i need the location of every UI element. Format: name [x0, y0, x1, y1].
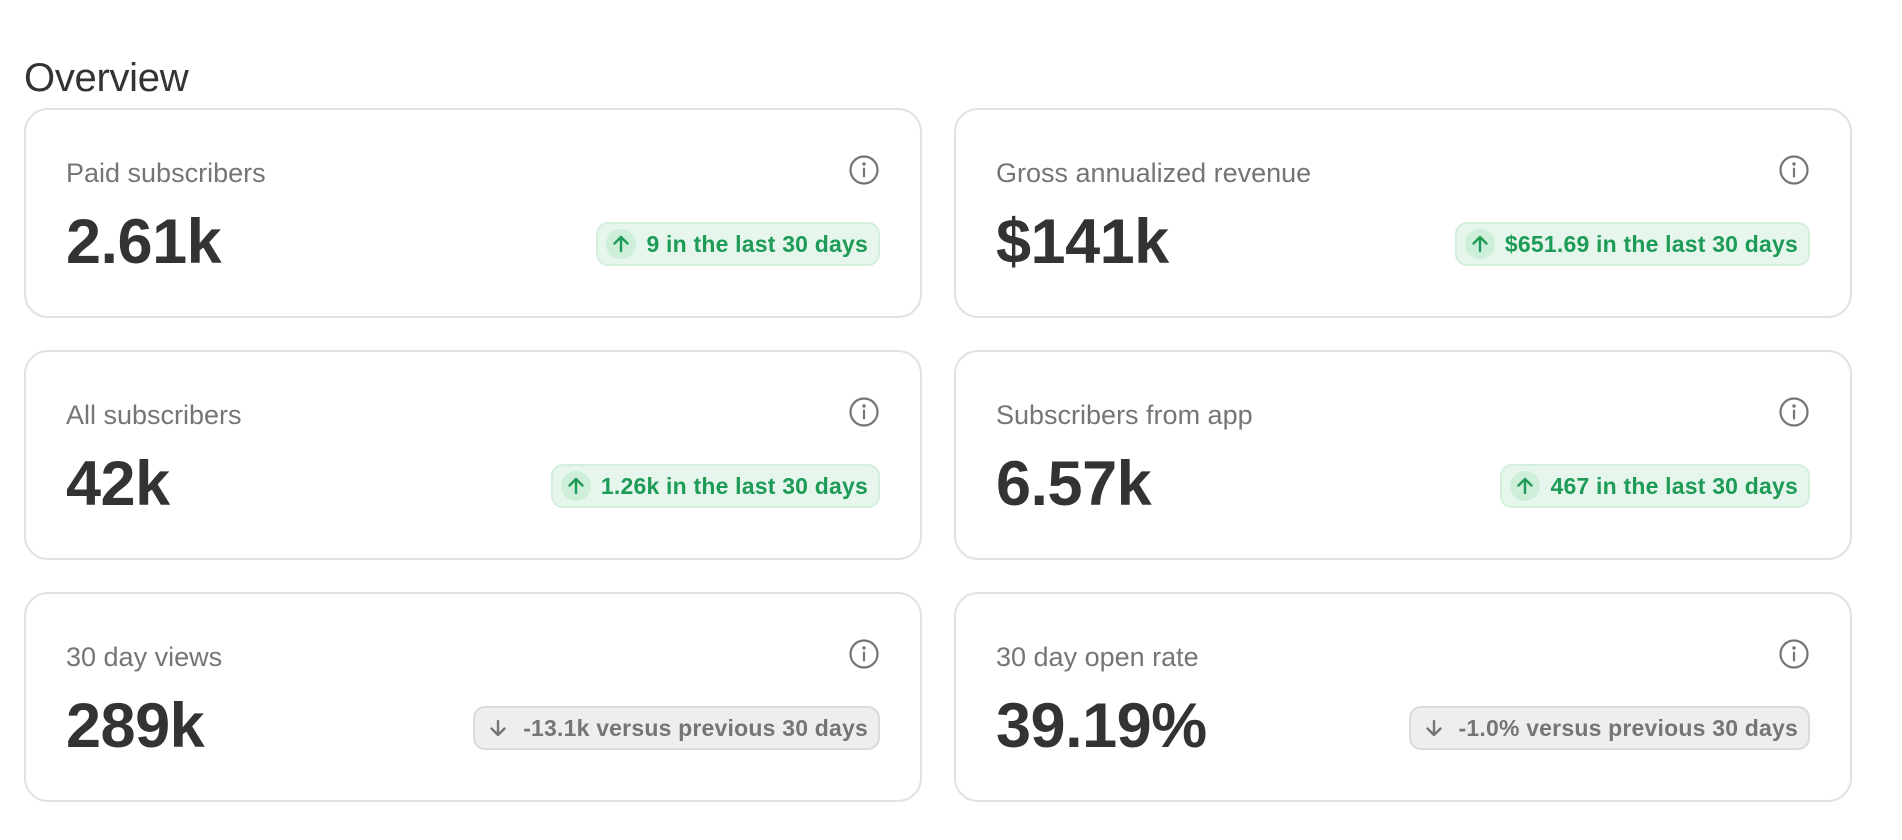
- info-icon[interactable]: [1778, 154, 1810, 186]
- page-title: Overview: [24, 55, 189, 100]
- info-icon[interactable]: [848, 154, 880, 186]
- metric-card-subscribers-from-app: Subscribers from app 6.57k 467 in the la…: [954, 350, 1852, 560]
- arrow-up-icon: [606, 229, 637, 259]
- trend-badge: -13.1k versus previous 30 days: [473, 706, 880, 750]
- metric-card-30-day-open-rate: 30 day open rate 39.19% -1.0% versus pre…: [954, 592, 1852, 802]
- trend-badge: -1.0% versus previous 30 days: [1408, 706, 1810, 750]
- metric-label: Subscribers from app: [996, 400, 1253, 430]
- metric-value: 39.19%: [996, 691, 1207, 761]
- trend-badge: 1.26k in the last 30 days: [550, 464, 880, 508]
- info-icon[interactable]: [848, 396, 880, 428]
- metric-value: 2.61k: [66, 207, 222, 277]
- info-icon[interactable]: [848, 638, 880, 670]
- metric-label: All subscribers: [66, 400, 242, 430]
- metrics-grid: Paid subscribers 2.61k 9 in the last 30 …: [24, 108, 1852, 802]
- trend-text: 467 in the last 30 days: [1550, 472, 1798, 499]
- trend-text: -13.1k versus previous 30 days: [523, 714, 868, 741]
- arrow-up-icon: [1464, 229, 1495, 259]
- arrow-up-icon: [560, 471, 591, 501]
- metric-value: 289k: [66, 691, 205, 761]
- trend-badge: $651.69 in the last 30 days: [1454, 222, 1810, 266]
- metric-card-all-subscribers: All subscribers 42k 1.26k in the last 30…: [24, 350, 922, 560]
- metric-label: Paid subscribers: [66, 158, 266, 188]
- info-icon[interactable]: [1778, 396, 1810, 428]
- metric-card-30-day-views: 30 day views 289k -13.1k versus previous…: [24, 592, 922, 802]
- info-icon[interactable]: [1778, 638, 1810, 670]
- trend-badge: 9 in the last 30 days: [596, 222, 880, 266]
- trend-text: 1.26k in the last 30 days: [600, 472, 868, 499]
- arrow-down-icon: [1419, 713, 1449, 743]
- trend-text: 9 in the last 30 days: [646, 230, 868, 257]
- arrow-up-icon: [1510, 471, 1541, 501]
- metric-label: 30 day views: [66, 642, 223, 672]
- metric-value: 6.57k: [996, 449, 1152, 519]
- trend-text: $651.69 in the last 30 days: [1504, 230, 1798, 257]
- arrow-down-icon: [483, 713, 513, 743]
- trend-text: -1.0% versus previous 30 days: [1458, 714, 1798, 741]
- trend-badge: 467 in the last 30 days: [1500, 464, 1810, 508]
- metric-card-gross-annualized-revenue: Gross annualized revenue $141k $651.69 i…: [954, 108, 1852, 318]
- metric-value: 42k: [66, 449, 170, 519]
- metric-card-paid-subscribers: Paid subscribers 2.61k 9 in the last 30 …: [24, 108, 922, 318]
- metric-label: 30 day open rate: [996, 642, 1199, 672]
- metric-label: Gross annualized revenue: [996, 158, 1312, 188]
- metric-value: $141k: [996, 207, 1169, 277]
